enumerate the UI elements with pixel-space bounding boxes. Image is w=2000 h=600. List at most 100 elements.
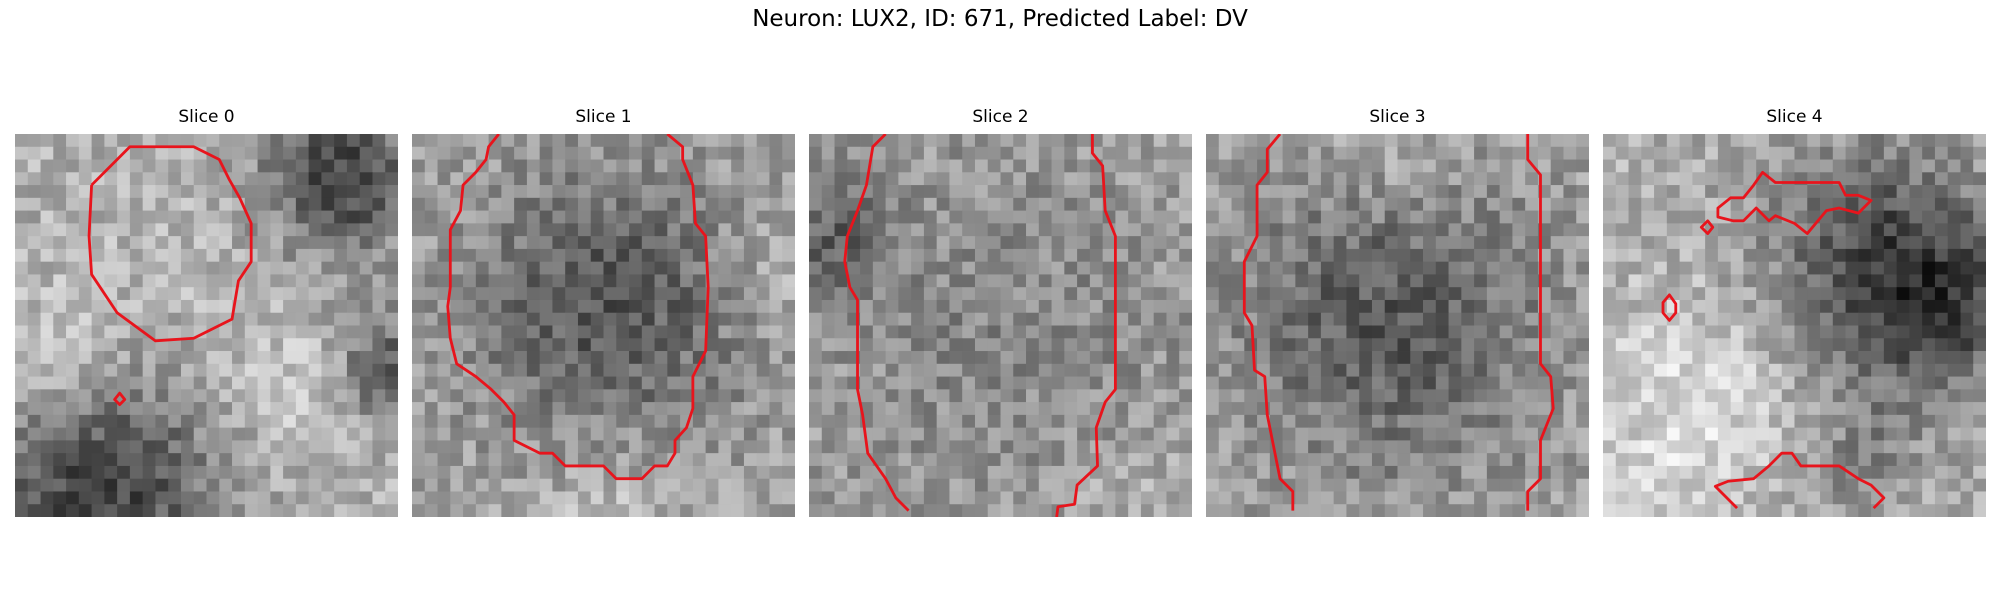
pixel bbox=[1820, 491, 1834, 505]
pixel bbox=[1000, 172, 1014, 186]
pixel bbox=[718, 363, 732, 377]
pixel bbox=[629, 491, 643, 505]
pixel bbox=[1512, 402, 1526, 416]
pixel bbox=[1679, 440, 1693, 454]
pixel bbox=[731, 440, 745, 454]
pixel bbox=[1807, 299, 1821, 314]
pixel bbox=[501, 453, 515, 467]
pixel bbox=[308, 440, 322, 454]
pixel bbox=[1743, 402, 1757, 416]
pixel bbox=[1768, 478, 1783, 492]
pixel bbox=[1038, 465, 1052, 480]
pixel bbox=[1499, 504, 1513, 517]
pixel bbox=[66, 236, 80, 250]
pixel bbox=[1641, 325, 1655, 339]
pixel bbox=[15, 427, 29, 441]
pixel bbox=[1922, 159, 1936, 173]
pixel bbox=[1179, 351, 1192, 365]
pixel bbox=[1832, 338, 1846, 352]
pixel bbox=[552, 338, 566, 352]
pixel bbox=[552, 440, 566, 454]
pixel bbox=[1820, 325, 1834, 339]
pixel bbox=[1679, 427, 1693, 441]
pixel bbox=[27, 274, 41, 288]
pixel bbox=[91, 491, 105, 505]
pixel bbox=[1320, 261, 1335, 275]
pixel bbox=[346, 261, 361, 275]
pixel bbox=[475, 287, 489, 301]
pixel bbox=[731, 236, 745, 250]
pixel bbox=[424, 312, 438, 326]
pixel bbox=[1512, 197, 1526, 211]
pixel bbox=[603, 325, 617, 339]
pixel bbox=[1858, 465, 1872, 480]
pixel bbox=[1461, 427, 1475, 441]
pixel bbox=[987, 248, 1001, 263]
pixel bbox=[1026, 185, 1040, 199]
pixel bbox=[552, 402, 566, 416]
pixel bbox=[1474, 376, 1488, 390]
pixel bbox=[1845, 491, 1859, 505]
pixel bbox=[1435, 185, 1449, 199]
pixel bbox=[872, 197, 886, 211]
pixel bbox=[1000, 376, 1014, 390]
pixel bbox=[1603, 172, 1617, 186]
pixel bbox=[847, 491, 861, 505]
pixel bbox=[424, 402, 438, 416]
pixel bbox=[565, 389, 579, 403]
pixel bbox=[1128, 402, 1142, 416]
pixel bbox=[1692, 312, 1706, 326]
pixel bbox=[346, 287, 361, 301]
pixel bbox=[1397, 299, 1411, 314]
pixel bbox=[743, 299, 758, 314]
pixel bbox=[756, 351, 770, 365]
pixel bbox=[1666, 274, 1680, 288]
pixel bbox=[936, 146, 950, 160]
pixel bbox=[488, 146, 502, 160]
pixel bbox=[1654, 325, 1668, 339]
pixel bbox=[1218, 261, 1232, 275]
pixel bbox=[295, 440, 310, 454]
pixel bbox=[1883, 210, 1898, 224]
pixel bbox=[1140, 299, 1155, 314]
pixel bbox=[219, 248, 233, 263]
pixel bbox=[1666, 236, 1680, 250]
pixel bbox=[1397, 261, 1411, 275]
pixel bbox=[27, 440, 41, 454]
pixel bbox=[1947, 197, 1961, 211]
pixel bbox=[885, 134, 899, 148]
pixel bbox=[193, 223, 207, 237]
pixel bbox=[539, 236, 553, 250]
pixel bbox=[1679, 197, 1693, 211]
pixel bbox=[526, 146, 541, 160]
pixel bbox=[1947, 402, 1961, 416]
pixel bbox=[180, 325, 195, 339]
pixel bbox=[731, 210, 745, 224]
pixel bbox=[424, 338, 438, 352]
pixel bbox=[334, 427, 348, 441]
pixel bbox=[654, 478, 668, 492]
upper-contour bbox=[1716, 170, 1873, 235]
pixel bbox=[15, 351, 29, 365]
pixel bbox=[1474, 248, 1488, 263]
pixel bbox=[412, 236, 426, 250]
pixel bbox=[1832, 351, 1846, 365]
pixel bbox=[283, 146, 297, 160]
pixel bbox=[949, 389, 963, 403]
pixel bbox=[1282, 440, 1296, 454]
pixel bbox=[962, 478, 976, 492]
pixel bbox=[1756, 287, 1770, 301]
pixel bbox=[424, 236, 438, 250]
pixel bbox=[1179, 172, 1192, 186]
pixel bbox=[257, 287, 271, 301]
pixel bbox=[718, 325, 732, 339]
pixel bbox=[1615, 261, 1629, 275]
pixel bbox=[1871, 402, 1885, 416]
pixel bbox=[270, 453, 284, 467]
pixel bbox=[270, 389, 284, 403]
pixel bbox=[1384, 299, 1398, 314]
pixel bbox=[1244, 427, 1258, 441]
pixel bbox=[514, 427, 528, 441]
pixel bbox=[603, 261, 617, 275]
pixel bbox=[1346, 312, 1360, 326]
